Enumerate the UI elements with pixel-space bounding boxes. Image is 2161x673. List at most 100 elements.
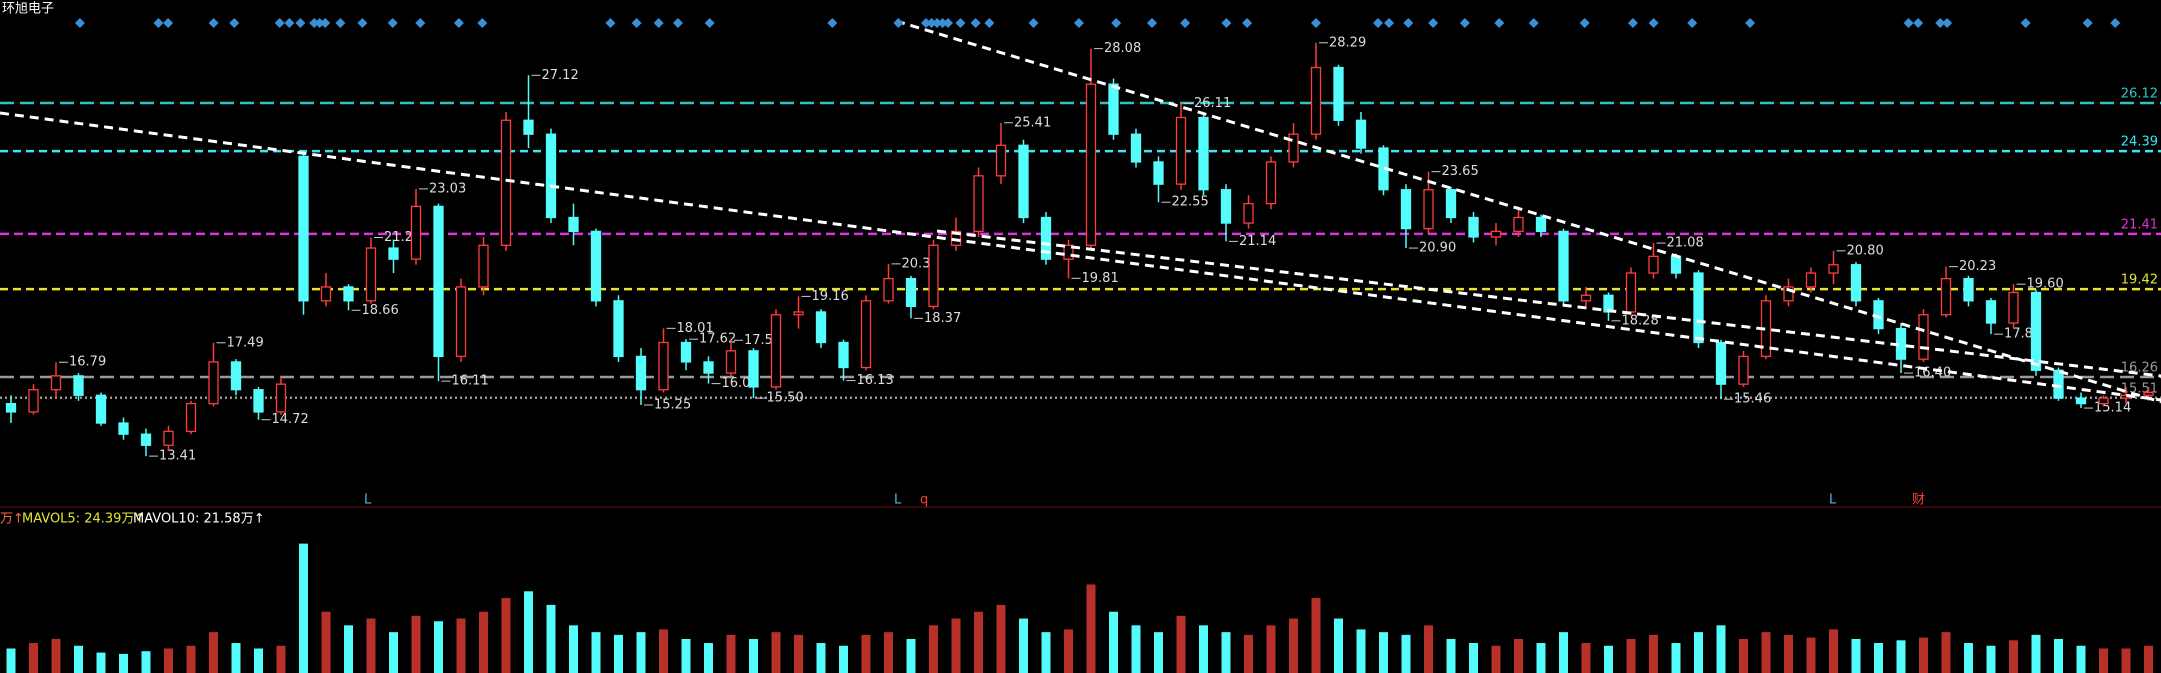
signal-diamond [1935,18,1946,28]
candle-body [140,433,152,446]
candle-body [2053,369,2064,399]
volume-bar [1581,643,1591,673]
volume-bar [411,615,421,673]
volume-bar [1221,632,1231,673]
low-label: 15.50 [767,391,804,406]
trend-lines [0,19,2161,404]
volume-bar [1514,638,1523,673]
candle-body [2098,397,2109,405]
signal-diamond [453,18,464,28]
candle-body [950,230,962,246]
volume-bar [366,618,376,673]
candle-body [1468,216,1479,238]
signal-diamond [1494,18,1505,28]
level-label: 19.42 [2121,273,2158,288]
volume-bar [1446,638,1456,673]
candle-body [253,389,264,413]
volume-bar [524,591,533,673]
volume-bar [479,611,488,673]
candle-body [410,205,422,260]
signal-diamond [1687,18,1698,28]
volume-bar [929,625,938,673]
signal-diamond [1903,18,1914,28]
signal-diamond [1459,18,1470,28]
signal-diamond [1373,18,1383,28]
volume-bar [344,625,353,673]
volume-legend: MAVOL5: 24.39万↑ [22,512,145,527]
volume-bar [636,632,646,673]
candle-body [905,277,917,308]
volume-bars [6,543,2153,673]
high-label: 17.49 [227,335,264,350]
candle-body [1850,264,1862,302]
candle-body [1625,272,1637,313]
candle-body [95,394,107,424]
low-label: 16.11 [452,374,489,389]
candle-body [838,341,849,369]
volume-bar [1739,638,1748,673]
candle-body [725,350,737,374]
signal-label: q [920,493,928,508]
candle-body [2030,291,2042,371]
signal-label: L [1829,493,1837,508]
high-label: 17.62 [699,332,736,347]
volume-bar [434,621,443,673]
signal-diamond [926,18,937,28]
candle-body [1558,230,1569,302]
volume-bar [2121,648,2131,673]
volume-bar [2144,645,2153,673]
candle-body [275,383,287,413]
signal-diamond [1180,18,1191,28]
low-label: 19.81 [1082,271,1119,286]
volume-bar [2054,638,2063,673]
low-label: 16.13 [857,373,894,388]
volume-bar [1716,625,1726,673]
volume-bar [299,543,308,673]
candle-body [1918,314,1929,360]
volume-bar [1964,643,1973,673]
signal-diamond [284,18,295,28]
volume-bar [1559,632,1568,673]
volume-bar [659,629,668,673]
volume-bar [1199,625,1208,673]
volume-bar [1086,584,1096,673]
candle-body [1175,116,1187,185]
candle-body [748,350,759,388]
candle-body [1670,255,1682,274]
signal-diamond [1428,18,1439,28]
signal-diamond [1528,18,1539,28]
low-label: 18.28 [1622,313,1659,328]
volume-bar [231,643,241,673]
volume-bar [1334,618,1343,673]
candle-body [1153,161,1164,185]
candle-body [1738,355,1749,385]
volume-bar [794,634,803,673]
candle-body [860,300,872,369]
candle-body [1985,300,1997,324]
volume-bar [1829,629,1838,673]
candle-body [1288,133,1299,163]
volume-bar [1784,634,1793,673]
signal-diamond [295,18,306,28]
signal-diamond [387,18,398,28]
volume-bar [1896,640,1906,673]
candle-body [1220,189,1232,224]
signal-diamond [163,18,174,28]
high-label: 19.16 [812,289,849,304]
signal-diamond [921,18,932,28]
candle-body [770,314,782,388]
candle-body [163,430,174,446]
candle-body [2075,397,2087,405]
signal-diamond [1073,18,1084,28]
signal-diamond [672,18,683,28]
volume-bar [1154,632,1163,673]
volume-bar [1649,634,1658,673]
candle-body [1130,133,1142,163]
volume-bar [119,653,128,673]
volume-bar [1919,637,1928,673]
volume-bar [1289,618,1298,673]
high-label: 20.80 [1847,243,1884,258]
candle-body [1018,144,1029,219]
volume-bar [861,634,871,673]
signal-diamond [1384,18,1395,28]
